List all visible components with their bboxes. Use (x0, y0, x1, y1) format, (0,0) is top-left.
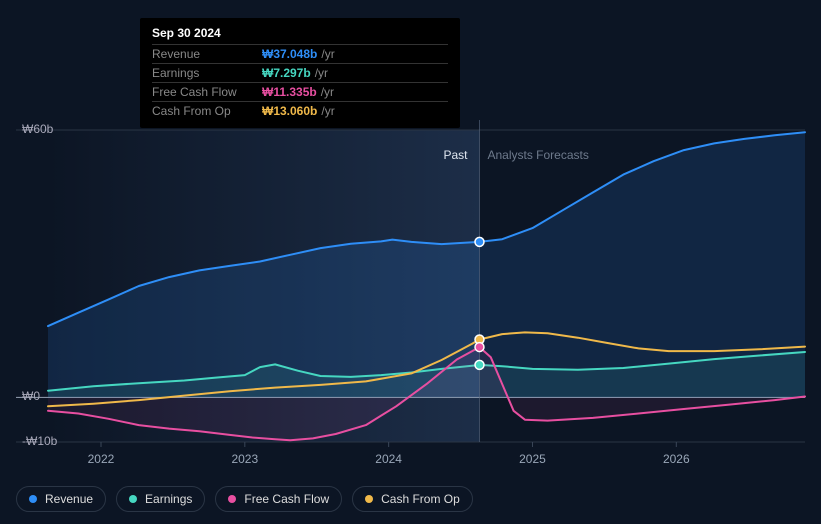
tooltip-row-value: ₩7.297b (262, 66, 311, 80)
tooltip-row-value: ₩11.335b (262, 85, 317, 99)
tooltip-row-unit: /yr (321, 85, 334, 99)
legend-label: Revenue (45, 492, 93, 506)
y-tick-label: ₩60b (22, 122, 53, 136)
tooltip-row-label: Free Cash Flow (152, 85, 262, 99)
past-label: Past (443, 148, 467, 162)
tooltip-row-unit: /yr (321, 47, 334, 61)
legend-item[interactable]: Earnings (116, 486, 205, 512)
legend-item[interactable]: Cash From Op (352, 486, 473, 512)
tooltip-row-unit: /yr (315, 66, 328, 80)
x-tick-label: 2022 (88, 452, 115, 466)
legend: Revenue Earnings Free Cash Flow Cash From O… (16, 486, 473, 512)
legend-dot-icon (228, 495, 236, 503)
tooltip-row-value: ₩13.060b (262, 104, 317, 118)
y-tick-label: -₩10b (22, 434, 57, 448)
chart-container: ₩60b ₩0 -₩10b Past Analysts Forecasts 2022… (0, 0, 821, 524)
tooltip-row-value: ₩37.048b (262, 47, 317, 61)
x-tick-label: 2023 (231, 452, 258, 466)
legend-dot-icon (29, 495, 37, 503)
legend-dot-icon (129, 495, 137, 503)
legend-label: Cash From Op (381, 492, 460, 506)
legend-label: Earnings (145, 492, 192, 506)
tooltip: Sep 30 2024 Revenue₩37.048b/yrEarnings₩7… (140, 18, 460, 128)
tooltip-row: Free Cash Flow₩11.335b/yr (152, 83, 448, 102)
forecast-label: Analysts Forecasts (487, 148, 588, 162)
tooltip-row-label: Revenue (152, 47, 262, 61)
tooltip-row: Earnings₩7.297b/yr (152, 64, 448, 83)
x-tick-label: 2025 (519, 452, 546, 466)
x-tick-label: 2026 (663, 452, 690, 466)
y-tick-label: ₩0 (22, 389, 40, 403)
x-tick-label: 2024 (375, 452, 402, 466)
legend-dot-icon (365, 495, 373, 503)
legend-item[interactable]: Revenue (16, 486, 106, 512)
tooltip-row: Revenue₩37.048b/yr (152, 45, 448, 64)
tooltip-row-unit: /yr (321, 104, 334, 118)
legend-label: Free Cash Flow (244, 492, 329, 506)
tooltip-title: Sep 30 2024 (152, 26, 448, 45)
tooltip-row-label: Cash From Op (152, 104, 262, 118)
tooltip-row: Cash From Op₩13.060b/yr (152, 102, 448, 120)
tooltip-row-label: Earnings (152, 66, 262, 80)
legend-item[interactable]: Free Cash Flow (215, 486, 342, 512)
